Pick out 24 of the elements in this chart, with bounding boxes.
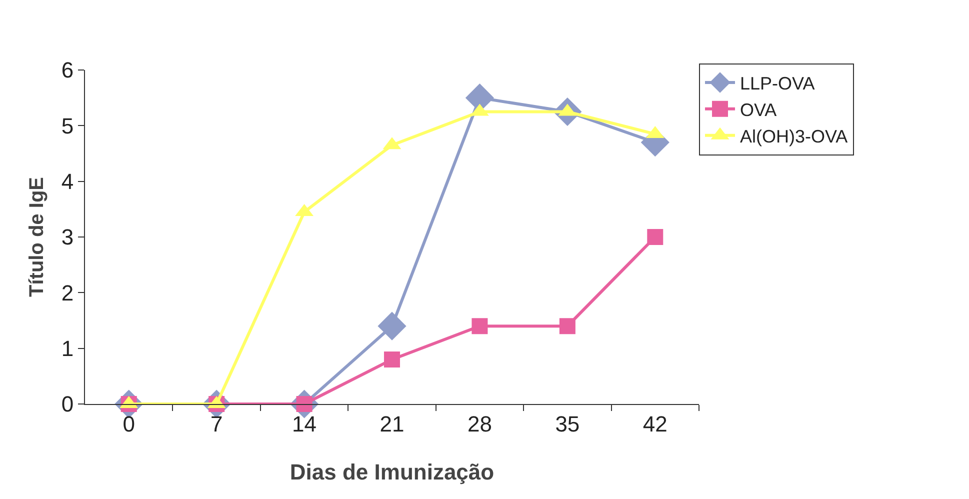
y-axis-title: Título de IgE bbox=[26, 177, 48, 297]
y-tick-label: 3 bbox=[61, 224, 74, 250]
x-axis-title: Dias de Imunização bbox=[290, 459, 494, 484]
point bbox=[472, 318, 488, 334]
point bbox=[559, 318, 576, 334]
y-tick-label: 2 bbox=[61, 280, 74, 306]
point bbox=[647, 229, 664, 245]
x-tick-label: 28 bbox=[467, 411, 492, 436]
point bbox=[378, 312, 406, 340]
point bbox=[384, 351, 400, 368]
y-tick-label: 1 bbox=[61, 336, 74, 362]
x-tick-label: 42 bbox=[642, 411, 668, 436]
x-tick-label: 7 bbox=[210, 411, 223, 436]
legend-label: OVA bbox=[740, 100, 777, 120]
x-tick-label: 21 bbox=[380, 411, 404, 436]
x-tick-label: 0 bbox=[122, 411, 135, 436]
legend-label: LLP-OVA bbox=[740, 74, 815, 94]
y-tick-label: 4 bbox=[61, 169, 74, 194]
x-tick-label: 14 bbox=[292, 411, 317, 436]
x-tick-label: 35 bbox=[555, 411, 580, 436]
y-tick-label: 0 bbox=[61, 392, 74, 417]
legend-label: Al(OH)3-OVA bbox=[740, 126, 848, 146]
y-tick-label: 5 bbox=[61, 113, 74, 138]
y-tick-label: 6 bbox=[61, 58, 74, 83]
